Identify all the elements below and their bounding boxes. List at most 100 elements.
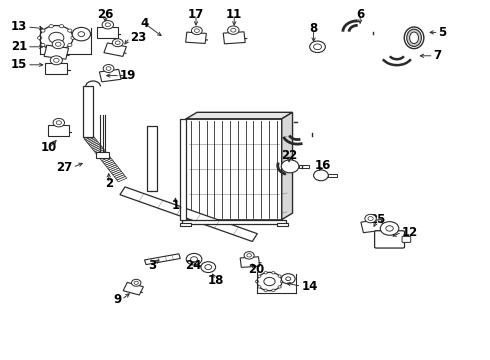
Polygon shape (182, 220, 286, 224)
Polygon shape (91, 144, 101, 149)
Polygon shape (88, 140, 98, 145)
Polygon shape (186, 119, 282, 220)
Polygon shape (147, 126, 157, 191)
Text: 22: 22 (281, 149, 297, 162)
Circle shape (227, 26, 239, 35)
Text: 8: 8 (310, 22, 318, 35)
Text: 27: 27 (56, 161, 73, 174)
Polygon shape (98, 27, 118, 38)
Circle shape (78, 32, 85, 37)
Circle shape (191, 257, 197, 262)
Bar (299, 165, 309, 168)
Polygon shape (116, 175, 125, 180)
Circle shape (115, 41, 120, 45)
Text: 19: 19 (120, 69, 136, 82)
Circle shape (244, 252, 254, 259)
Polygon shape (105, 162, 115, 167)
Circle shape (368, 217, 373, 220)
Circle shape (231, 28, 236, 32)
Circle shape (106, 67, 111, 70)
Text: 3: 3 (148, 259, 156, 272)
Text: 26: 26 (97, 8, 114, 21)
Bar (96, 152, 109, 158)
Polygon shape (86, 138, 96, 143)
Circle shape (205, 265, 212, 270)
Text: 1: 1 (172, 199, 179, 212)
Circle shape (41, 29, 45, 32)
Bar (328, 174, 337, 177)
Circle shape (278, 275, 281, 277)
Text: 23: 23 (130, 31, 146, 44)
Circle shape (281, 160, 299, 173)
Circle shape (50, 56, 62, 65)
Circle shape (55, 42, 61, 46)
Circle shape (53, 118, 65, 127)
Polygon shape (223, 32, 245, 44)
Circle shape (264, 289, 267, 292)
Text: 16: 16 (314, 159, 331, 172)
Text: 15: 15 (11, 58, 27, 71)
Polygon shape (108, 165, 118, 170)
Text: 5: 5 (439, 26, 447, 39)
Circle shape (68, 29, 72, 32)
Polygon shape (96, 150, 105, 155)
Polygon shape (94, 147, 103, 152)
Ellipse shape (410, 32, 418, 44)
Text: 12: 12 (402, 226, 418, 239)
Text: 6: 6 (356, 8, 364, 21)
Circle shape (72, 27, 91, 41)
Circle shape (278, 286, 281, 288)
Bar (277, 223, 288, 226)
Circle shape (272, 271, 275, 274)
Circle shape (264, 271, 267, 274)
Polygon shape (103, 158, 113, 164)
Circle shape (103, 64, 114, 72)
Text: 9: 9 (113, 293, 122, 306)
Polygon shape (240, 257, 260, 267)
Polygon shape (186, 112, 293, 119)
Circle shape (40, 26, 73, 50)
Text: 10: 10 (41, 141, 57, 154)
Text: 17: 17 (188, 8, 204, 21)
Polygon shape (99, 69, 121, 82)
Polygon shape (145, 254, 180, 265)
Circle shape (134, 281, 138, 284)
Polygon shape (123, 283, 144, 295)
Polygon shape (120, 187, 257, 242)
Circle shape (257, 272, 282, 291)
Polygon shape (110, 168, 120, 173)
Circle shape (49, 32, 64, 43)
Text: 7: 7 (434, 49, 442, 62)
Ellipse shape (407, 29, 421, 46)
Polygon shape (90, 143, 100, 148)
Circle shape (281, 274, 295, 284)
Circle shape (102, 21, 114, 29)
Polygon shape (97, 151, 107, 156)
Polygon shape (114, 173, 124, 178)
Circle shape (131, 279, 141, 286)
Text: 21: 21 (11, 40, 27, 53)
Circle shape (41, 44, 45, 46)
Polygon shape (106, 163, 116, 168)
Polygon shape (45, 63, 68, 74)
Circle shape (53, 58, 59, 62)
Text: 18: 18 (207, 274, 224, 287)
Polygon shape (361, 220, 384, 233)
Polygon shape (93, 145, 102, 150)
Circle shape (186, 253, 202, 265)
Text: 25: 25 (369, 213, 386, 226)
Circle shape (56, 121, 61, 125)
Text: 14: 14 (301, 280, 318, 293)
Circle shape (247, 254, 251, 257)
Polygon shape (104, 160, 114, 165)
Circle shape (105, 23, 110, 27)
Polygon shape (87, 139, 97, 144)
Polygon shape (104, 43, 126, 57)
Circle shape (365, 214, 376, 223)
Polygon shape (99, 154, 109, 159)
Circle shape (49, 48, 53, 51)
Polygon shape (117, 176, 127, 182)
Polygon shape (85, 136, 95, 141)
Circle shape (314, 44, 321, 50)
Text: 11: 11 (226, 8, 243, 21)
